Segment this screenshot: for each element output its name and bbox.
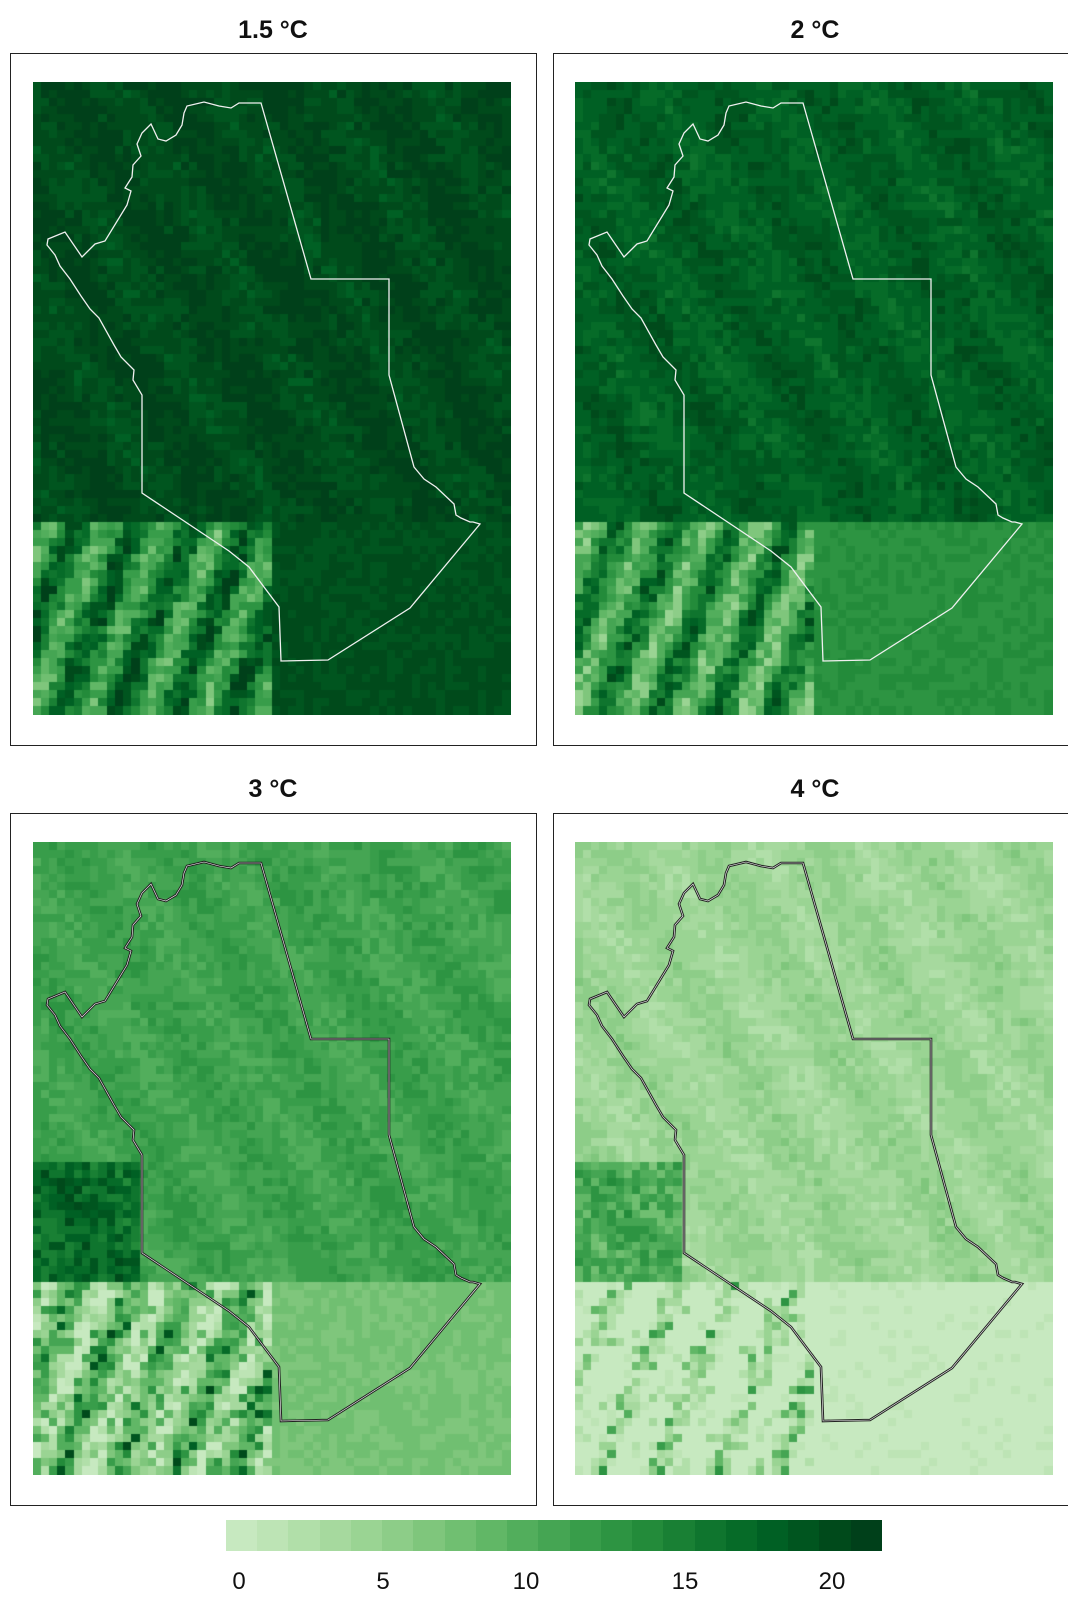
colorbar-tick-label: 15 (671, 1568, 699, 1595)
panel-title-1-5c: 1.5 °C (238, 16, 308, 44)
colorbar-tick-label: 20 (818, 1568, 846, 1595)
panel-title-4c: 4 °C (790, 775, 840, 803)
colorbar-tick-label: 0 (232, 1568, 246, 1595)
panel-title-2c: 2 °C (790, 16, 840, 44)
colorbar-tick-label: 10 (512, 1568, 540, 1595)
heatmap-raster-3c (33, 842, 511, 1475)
colorbar (226, 1520, 882, 1551)
heatmap-raster-4c (575, 842, 1053, 1475)
heatmap-raster-1-5c (33, 82, 511, 715)
panel-title-3c: 3 °C (248, 775, 298, 803)
heatmap-raster-2c (575, 82, 1053, 715)
colorbar-tick-label: 5 (376, 1568, 390, 1595)
